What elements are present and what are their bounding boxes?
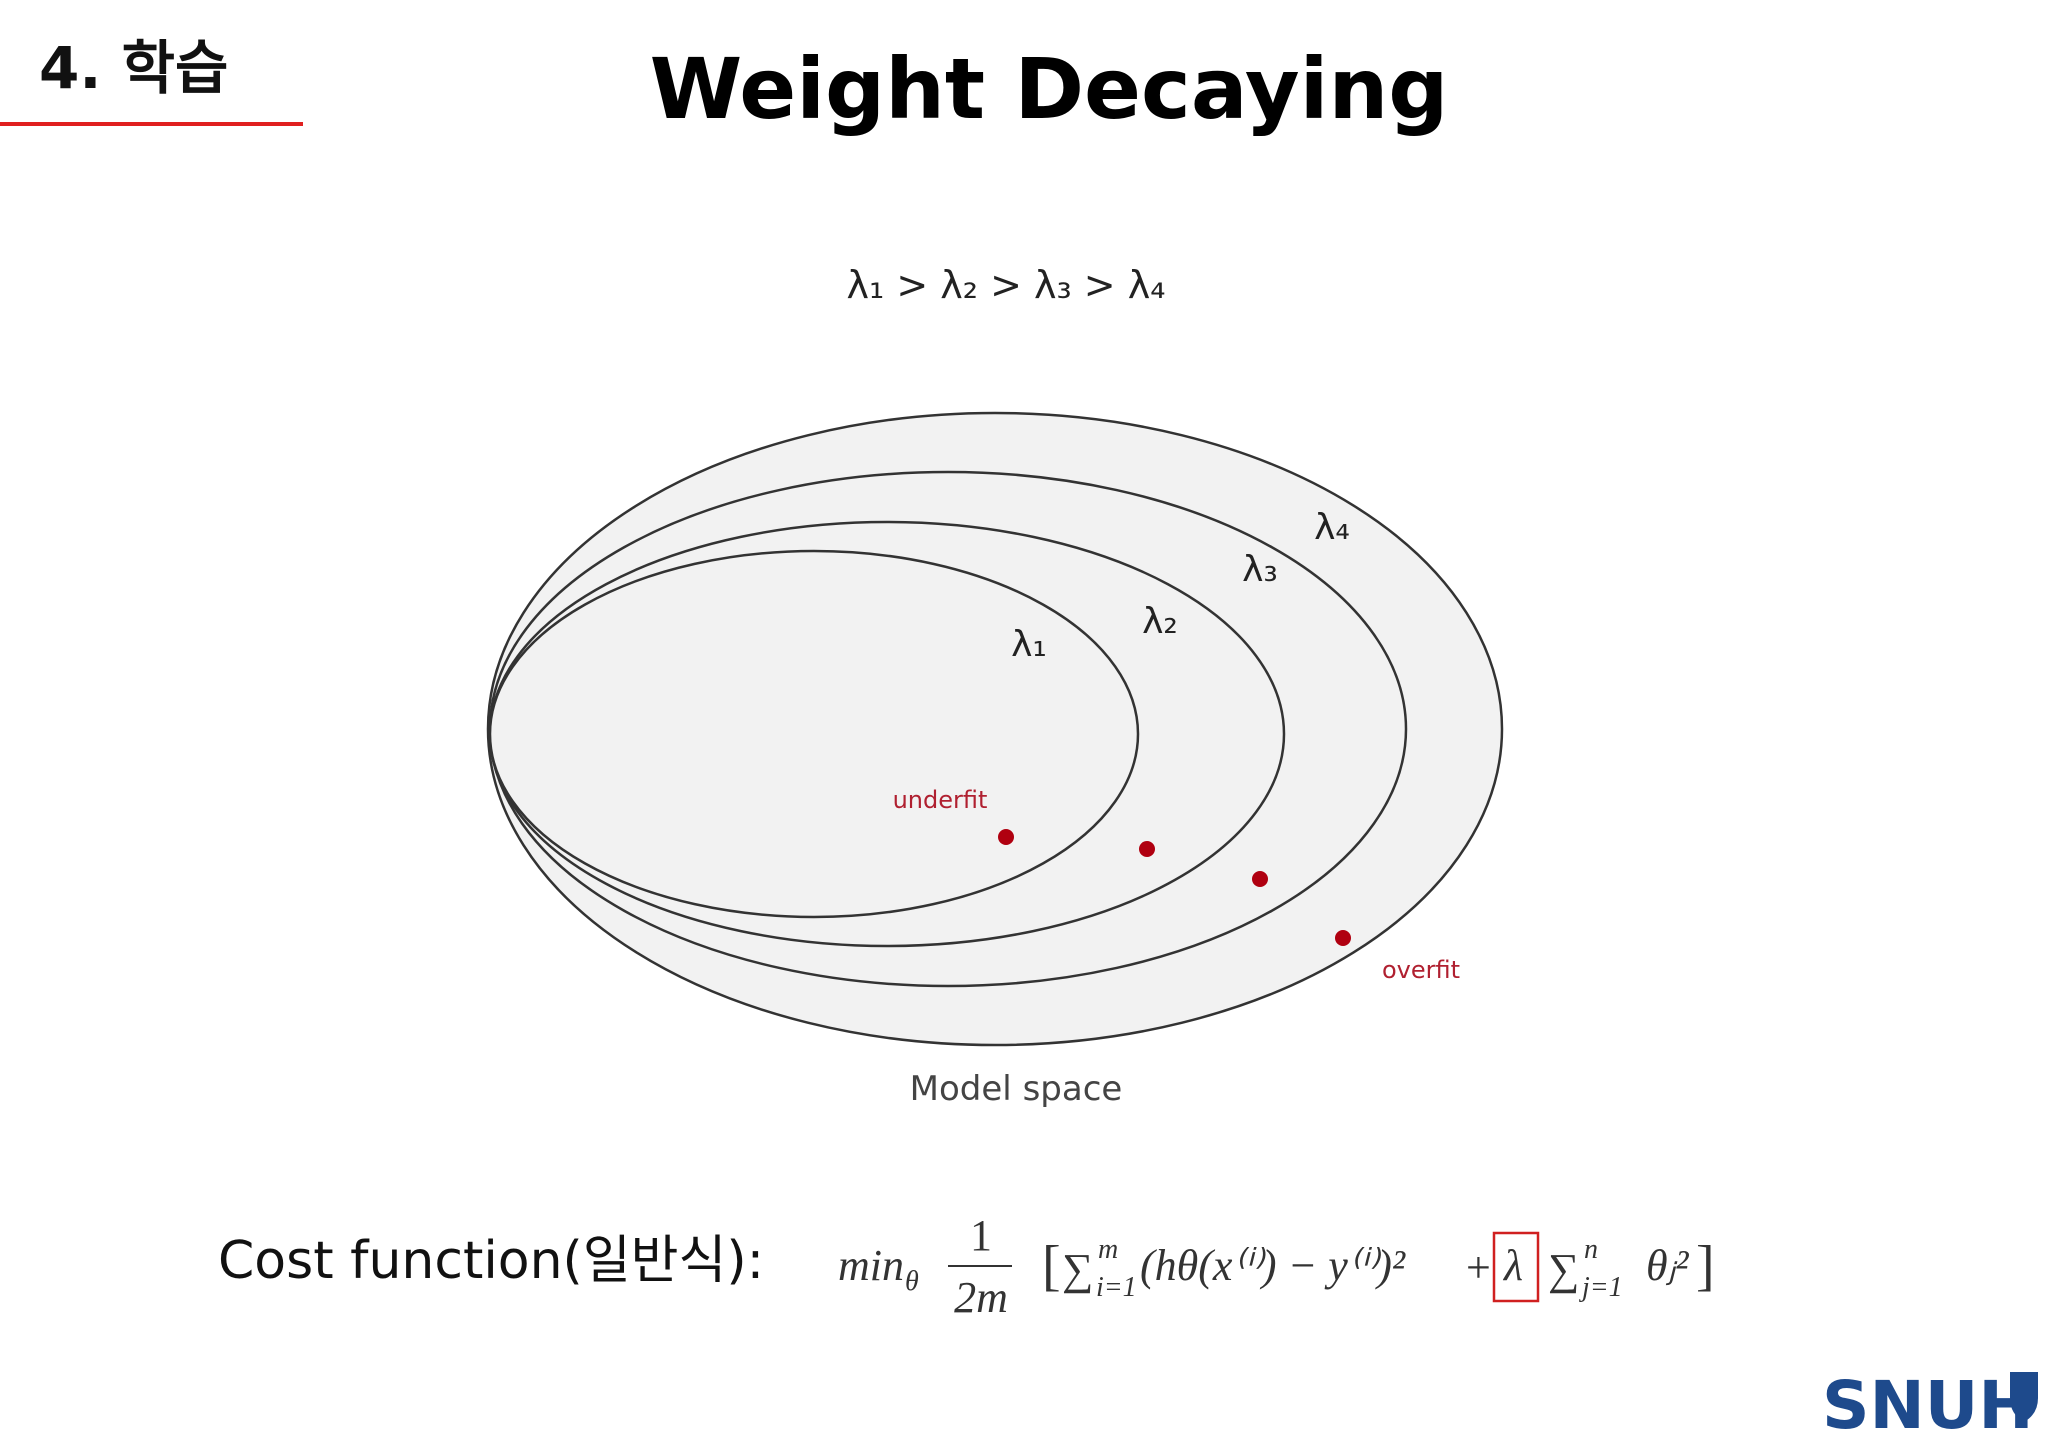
formula-sub: i=1 <box>1096 1272 1137 1303</box>
lambda-highlight <box>1492 1231 1540 1303</box>
model-point <box>1252 871 1268 887</box>
formula-lambda: λ <box>1502 1241 1523 1290</box>
model-point <box>1335 930 1351 946</box>
formula-sub: θ <box>905 1266 919 1297</box>
formula-sum: ∑ <box>1062 1245 1093 1294</box>
formula-term: (hθ(x⁽ⁱ⁾) − y⁽ⁱ⁾)² <box>1140 1241 1406 1290</box>
region-label: λ₂ <box>1142 601 1178 642</box>
lambda-ordering: λ₁ > λ₂ > λ₃ > λ₄ <box>847 263 1166 307</box>
region-label: λ₄ <box>1314 507 1350 548</box>
region-label: λ₁ <box>1011 624 1047 665</box>
formula-min: min <box>838 1241 904 1290</box>
formula-bracket: ] <box>1696 1235 1715 1297</box>
region-label: λ₃ <box>1242 549 1278 590</box>
formula-denominator: 2m <box>954 1273 1008 1322</box>
logo-shield <box>2010 1372 2038 1422</box>
model-point <box>1139 841 1155 857</box>
region-ellipse <box>488 549 1140 919</box>
formula-term: θⱼ² <box>1646 1241 1689 1290</box>
diagram-caption: Model space <box>910 1069 1123 1109</box>
formula-sup: n <box>1584 1234 1598 1265</box>
underfit-label: underfit <box>893 786 988 814</box>
formula-sup: m <box>1098 1234 1118 1265</box>
formula-sub: j=1 <box>1579 1272 1623 1303</box>
formula-sum: ∑ <box>1548 1245 1579 1294</box>
overfit-label: overfit <box>1382 956 1460 984</box>
logo: SNUH <box>1822 1367 2034 1444</box>
section-label: 4. 학습 <box>39 34 228 102</box>
cost-label: Cost function(일반식): <box>218 1231 764 1291</box>
slide-title: Weight Decaying <box>650 40 1449 138</box>
formula-numerator: 1 <box>970 1211 992 1260</box>
formula-plus: + <box>1466 1243 1491 1292</box>
formula-bracket: [ <box>1042 1235 1061 1297</box>
model-point <box>998 829 1014 845</box>
